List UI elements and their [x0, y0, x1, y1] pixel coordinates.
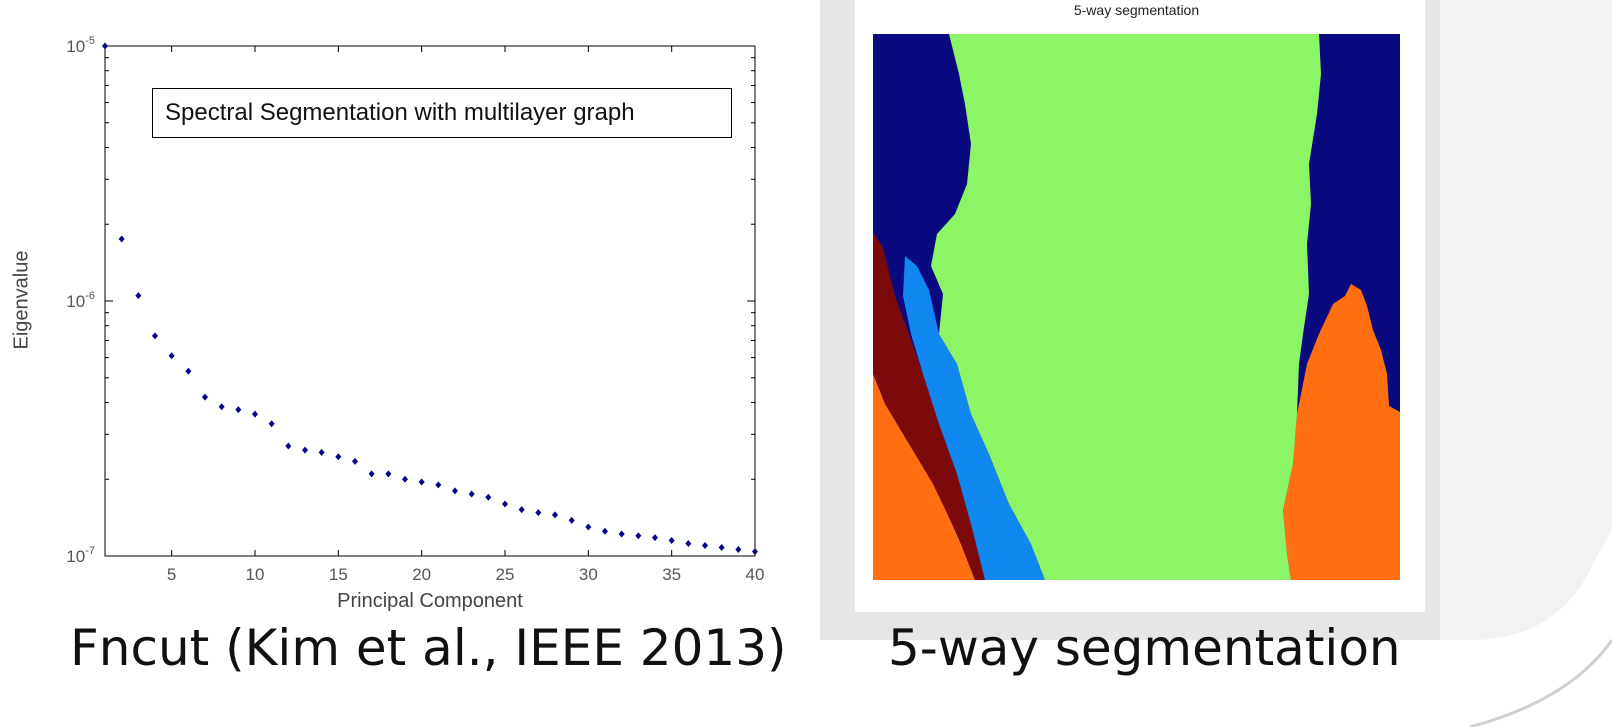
x-tick-label-10: 10 [246, 565, 265, 584]
data-point [185, 367, 192, 375]
x-tick-label-20: 20 [412, 565, 431, 584]
segmentation-image [873, 34, 1400, 580]
data-points [102, 42, 758, 556]
data-point [635, 532, 642, 540]
data-point [652, 534, 658, 542]
data-point [568, 516, 575, 524]
data-point [685, 539, 692, 547]
chart-panel: 5 10 15 20 25 30 35 40 10-5 10-6 10-7 Spectral Seg… [0, 0, 820, 640]
data-point [602, 527, 608, 535]
data-point [118, 235, 125, 243]
data-point [318, 448, 325, 456]
data-point [435, 481, 442, 489]
segment-orange-right [1283, 284, 1400, 580]
caption-right: 5-way segmentation [888, 619, 1401, 677]
y-tick-label: 10-5 [66, 35, 95, 56]
x-tick-label-5: 5 [167, 565, 176, 584]
data-point [268, 420, 275, 428]
data-point [485, 493, 492, 501]
segment-maroon [873, 232, 985, 580]
data-point [202, 393, 208, 401]
data-point [552, 511, 558, 519]
data-point [452, 487, 458, 495]
data-point [468, 490, 475, 498]
x-axis-label: Principal Component [337, 590, 523, 612]
data-point [368, 470, 375, 478]
data-point [168, 352, 175, 360]
segment-light-green [931, 34, 1321, 580]
y-tick-label: 10-6 [66, 290, 95, 311]
data-point [402, 475, 408, 483]
y-tick-label: 10-7 [66, 545, 95, 566]
segmentation-title: 5-way segmentation [1073, 2, 1200, 18]
y-axis-label-text: Eigenvalue [10, 250, 33, 350]
segment-sky-blue [903, 256, 1045, 580]
data-point [702, 541, 708, 549]
x-tick-label-35: 35 [662, 565, 681, 584]
data-point [302, 446, 308, 454]
data-point [718, 543, 725, 551]
legend-box: Spectral Segmentation with multilayer gr… [152, 88, 732, 138]
data-point [218, 403, 225, 411]
data-point [285, 442, 292, 450]
data-point [352, 457, 358, 465]
data-point [235, 406, 242, 414]
data-point [252, 410, 258, 418]
data-point [618, 530, 625, 538]
data-point [102, 42, 108, 50]
data-point [135, 292, 142, 300]
data-point [752, 548, 758, 556]
data-point [668, 537, 675, 545]
x-tick-label-40: 40 [746, 565, 765, 584]
axis-ticks: 5 10 15 20 25 30 35 40 10-5 10-6 10-7 [66, 35, 764, 584]
data-point [418, 478, 425, 486]
caption-left: Fncut (Kim et al., IEEE 2013) [70, 619, 787, 677]
x-tick-label-30: 30 [579, 565, 598, 584]
legend-text: Spectral Segmentation with multilayer gr… [165, 99, 635, 126]
data-point [585, 523, 592, 531]
data-point [535, 509, 542, 517]
data-point [735, 546, 742, 554]
data-point [385, 470, 392, 478]
x-tick-label-25: 25 [496, 565, 515, 584]
data-point [502, 500, 508, 508]
x-tick-label-15: 15 [329, 565, 348, 584]
data-point [518, 506, 525, 514]
data-point [152, 332, 158, 340]
data-point [335, 453, 342, 461]
